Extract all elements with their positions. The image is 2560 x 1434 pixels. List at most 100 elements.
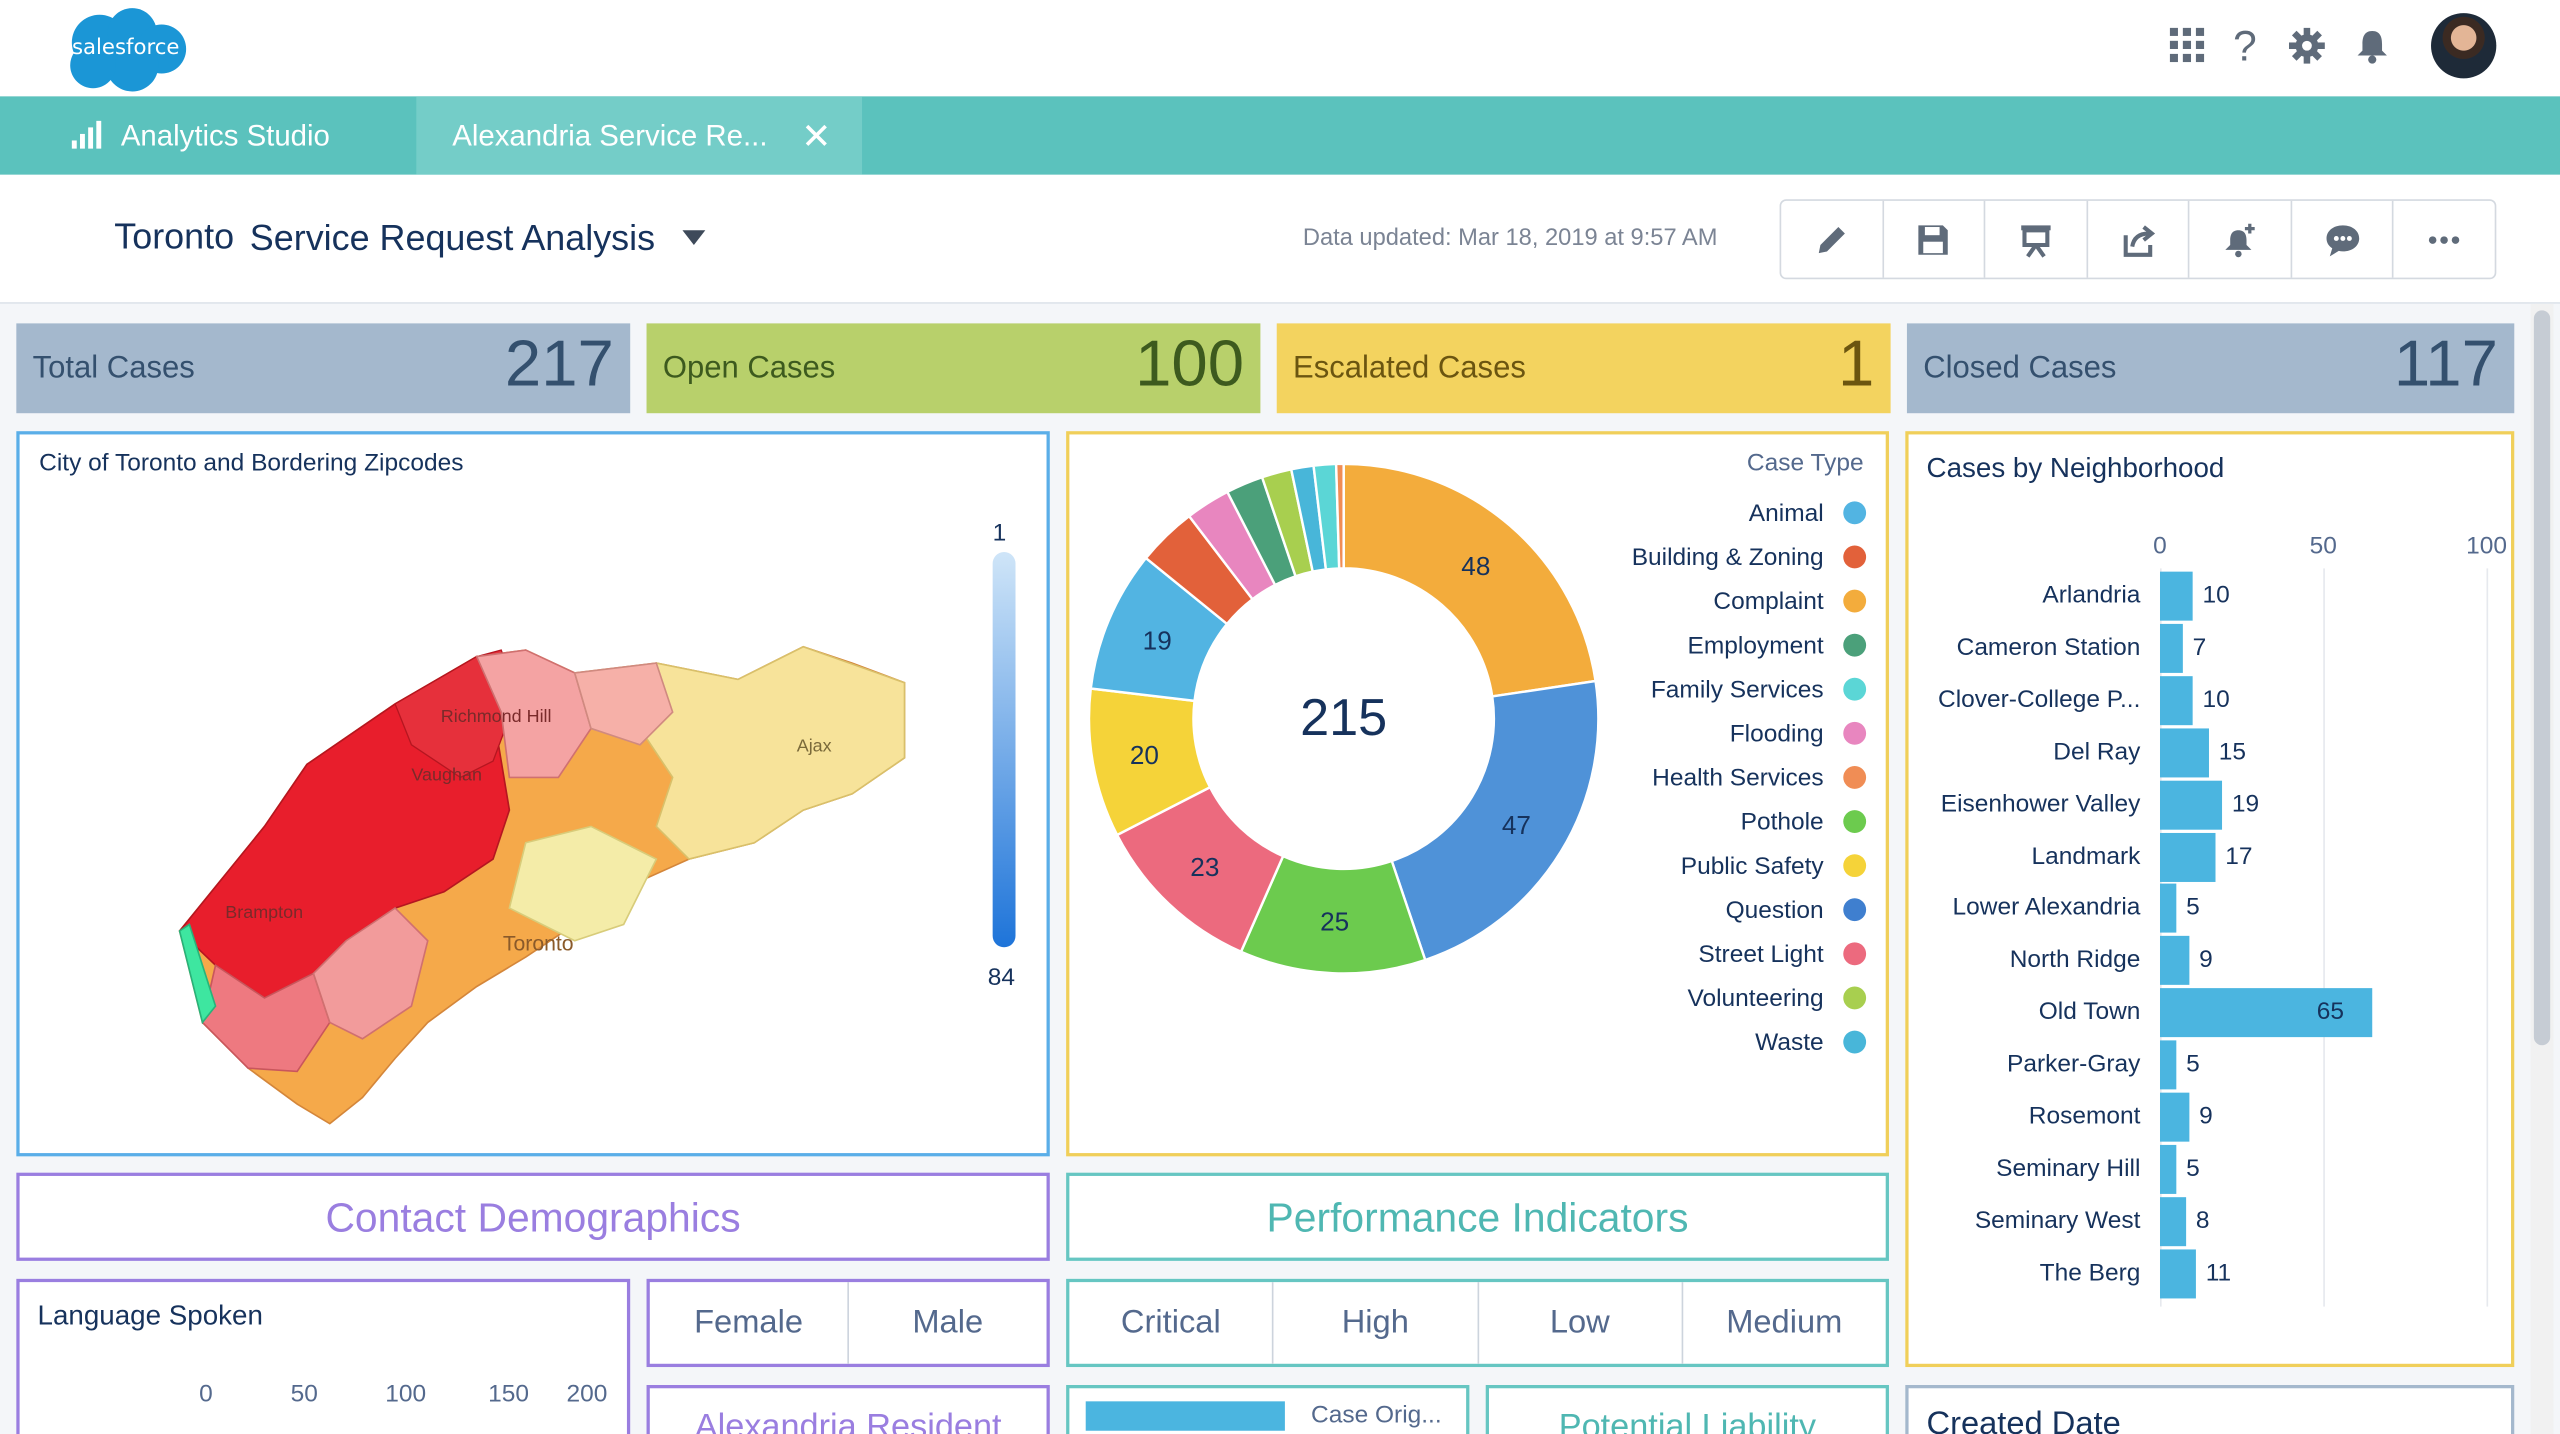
kpi-escalated-cases[interactable]: Escalated Cases 1 [1276, 323, 1891, 414]
legend-item[interactable]: Street Light [1698, 937, 1867, 970]
donut-slice-question[interactable] [1390, 679, 1600, 962]
female-toggle[interactable]: Female [650, 1282, 849, 1364]
legend-swatch [1843, 986, 1867, 1010]
created-date-panel: Created Date [1905, 1385, 2515, 1434]
legend-item[interactable]: Employment [1688, 629, 1867, 662]
bar[interactable] [2159, 936, 2190, 986]
priority-toggle: Critical High Low Medium [1066, 1278, 1889, 1368]
bar[interactable] [2159, 1196, 2187, 1246]
app-launcher-icon[interactable] [2165, 23, 2211, 69]
bar-category-label: Eisenhower Valley [1940, 789, 2141, 818]
legend-label: Waste [1755, 1028, 1824, 1056]
alexandria-resident-header[interactable]: Alexandria Resident [646, 1385, 1050, 1434]
donut-slice-label: 19 [1143, 626, 1172, 656]
kpi-closed-cases[interactable]: Closed Cases 117 [1906, 323, 2515, 414]
priority-low[interactable]: Low [1478, 1282, 1683, 1364]
legend-item[interactable]: Complaint [1713, 585, 1867, 618]
legend-swatch [1843, 810, 1867, 833]
bar[interactable] [2159, 675, 2193, 725]
save-button[interactable] [1883, 200, 1986, 278]
present-button[interactable] [1986, 200, 2088, 278]
case-origin-bar[interactable] [1085, 1401, 1285, 1431]
bar[interactable] [2159, 1248, 2196, 1298]
axis-tick-label: 150 [488, 1380, 530, 1408]
bar[interactable] [2159, 832, 2216, 882]
bar[interactable] [2159, 623, 2183, 673]
legend-swatch [1843, 1030, 1867, 1054]
bar-value-label: 8 [2195, 1206, 2210, 1235]
map-place-label: Vaughan [411, 765, 482, 785]
bar-category-label: The Berg [2039, 1258, 2141, 1287]
bar-category-label: North Ridge [2009, 946, 2141, 974]
priority-high[interactable]: High [1274, 1282, 1479, 1364]
legend-item[interactable]: Waste [1755, 1026, 1867, 1059]
priority-critical[interactable]: Critical [1069, 1282, 1274, 1364]
axis-tick-label: 50 [290, 1380, 318, 1408]
more-icon [2429, 235, 2460, 244]
bar[interactable] [2159, 1092, 2190, 1142]
kpi-open-cases[interactable]: Open Cases 100 [646, 323, 1261, 414]
kpi-label: Closed Cases [1923, 351, 2117, 386]
potential-liability-header[interactable]: Potential Liability [1485, 1385, 1889, 1434]
legend-swatch [1843, 589, 1867, 613]
kpi-label: Total Cases [32, 351, 195, 386]
scrollbar[interactable] [2533, 310, 2551, 1046]
annotate-button[interactable] [2292, 200, 2395, 278]
bar-category-label: Landmark [2031, 841, 2141, 870]
bar[interactable] [2159, 780, 2223, 830]
bar-category-label: Cameron Station [1956, 633, 2141, 662]
neighborhood-bar-chart[interactable]: 0 50 100 Arlandria 10 Cameron Station 7 Clover-… [1909, 434, 2511, 1363]
legend-item[interactable]: Question [1726, 893, 1867, 926]
legend-item[interactable]: Pothole [1741, 805, 1867, 838]
legend-item[interactable]: Flooding [1730, 717, 1867, 750]
bar[interactable] [2159, 1040, 2177, 1090]
priority-medium[interactable]: Medium [1726, 1304, 1843, 1341]
settings-icon[interactable] [2284, 23, 2330, 69]
bar-category-label: Seminary Hill [1996, 1154, 2141, 1183]
edit-icon [1818, 226, 1845, 253]
legend-item[interactable]: Health Services [1652, 761, 1867, 794]
bar[interactable] [2159, 884, 2177, 934]
share-button[interactable] [2088, 200, 2190, 278]
donut-slice-health-services[interactable] [1334, 462, 1345, 570]
toronto-zipcode-map[interactable]: Richmond Hill Vaughan Ajax Brampton Toro… [167, 614, 918, 1137]
kpi-value: 100 [1135, 328, 1245, 401]
donut-slice-label: 48 [1461, 551, 1490, 581]
page-title: Service Request Analysis [249, 217, 656, 259]
legend-item[interactable]: Animal [1748, 497, 1867, 530]
avatar[interactable] [2431, 13, 2497, 79]
map-place-label: Richmond Hill [441, 706, 552, 726]
bar[interactable] [2159, 988, 2373, 1038]
more-button[interactable] [2394, 201, 2495, 278]
subscribe-button[interactable] [2190, 200, 2293, 278]
help-icon[interactable]: ? [2233, 20, 2257, 70]
bar[interactable] [2159, 571, 2193, 621]
donut-slice-complaint[interactable] [1342, 462, 1597, 698]
neighborhood-title: Cases by Neighborhood [1926, 452, 2225, 484]
chevron-down-icon[interactable] [682, 230, 706, 245]
salesforce-logo[interactable]: salesforce [60, 7, 191, 95]
legend-swatch [1843, 854, 1867, 878]
close-icon[interactable]: ✕ [801, 115, 832, 157]
gridline [2323, 568, 2325, 1307]
legend-item[interactable]: Building & Zoning [1632, 541, 1867, 574]
case-type-donut-chart[interactable]: 48 47 25 23 20 19 215 [1086, 461, 1608, 984]
tab-dashboard[interactable]: Alexandria Service Re... ✕ [416, 96, 863, 175]
notifications-icon[interactable] [2349, 23, 2395, 69]
legend-label: Volunteering [1687, 984, 1824, 1012]
bar-chart-icon [71, 120, 105, 149]
edit-button[interactable] [1781, 200, 1884, 278]
legend-label: Animal [1748, 498, 1824, 527]
legend-item[interactable]: Public Safety [1681, 849, 1867, 882]
male-toggle[interactable]: Male [912, 1304, 984, 1341]
annotate-icon [2325, 224, 2359, 256]
bar[interactable] [2159, 1144, 2177, 1194]
legend-item[interactable]: Volunteering [1687, 982, 1867, 1015]
legend-item[interactable]: Family Services [1651, 673, 1867, 706]
tab-analytics-studio[interactable]: Analytics Studio [0, 96, 416, 174]
neighborhood-panel: Cases by Neighborhood 0 50 100 Arlandria 10 C… [1905, 431, 2515, 1368]
bar[interactable] [2159, 727, 2209, 777]
share-icon [2122, 224, 2155, 257]
kpi-total-cases[interactable]: Total Cases 217 [16, 323, 631, 414]
bar-category-label: Del Ray [2053, 737, 2141, 766]
